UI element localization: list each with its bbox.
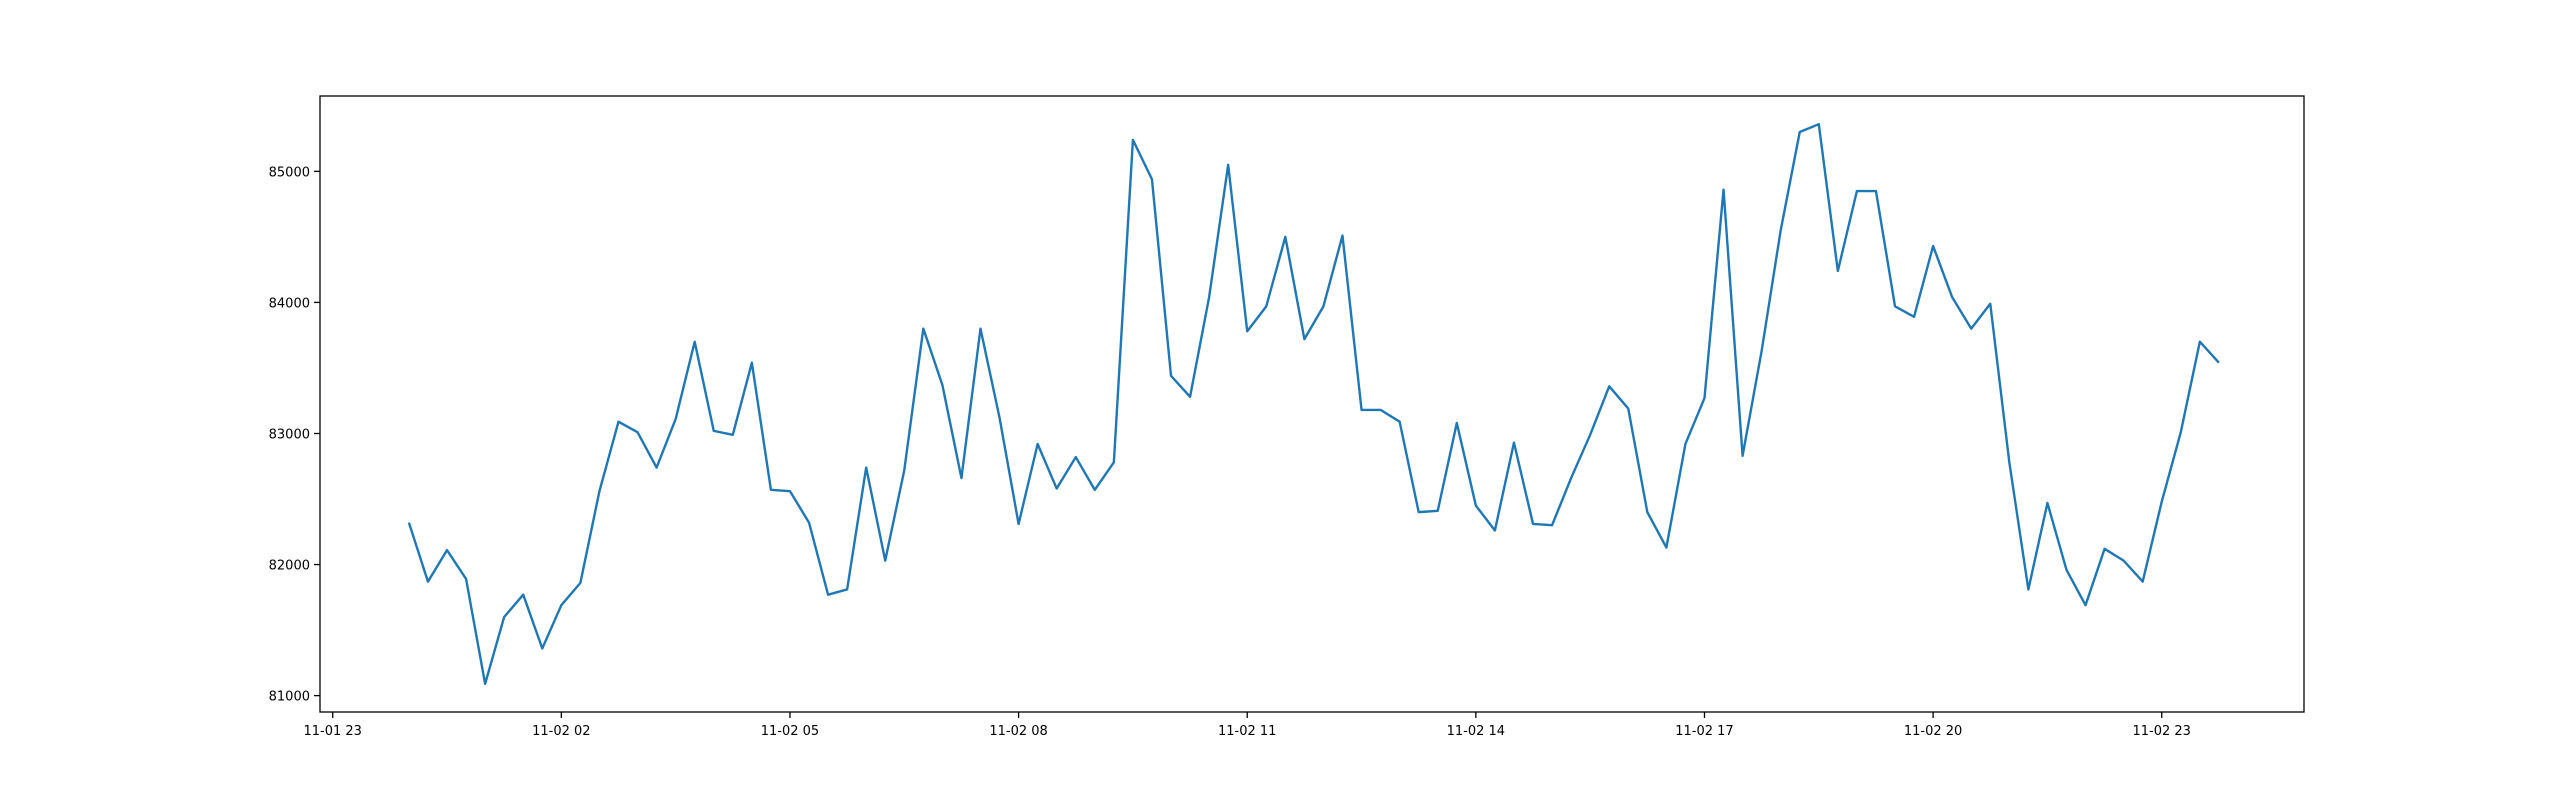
plot-frame [319,95,2305,713]
x-tick-label: 11-02 14 [1447,724,1505,739]
y-tick-label: 83000 [269,427,310,442]
y-tick-label: 84000 [269,296,310,311]
x-tick-label: 11-02 05 [761,724,819,739]
x-tick-label: 11-02 11 [1218,724,1276,739]
y-tick-label: 85000 [269,165,310,180]
x-tick-label: 11-02 08 [989,724,1047,739]
y-tick-label: 81000 [269,690,310,705]
x-tick-label: 11-02 17 [1675,724,1733,739]
y-tick-label: 82000 [269,559,310,574]
x-tick-label: 11-02 02 [532,724,590,739]
x-tick-label: 11-02 23 [2133,724,2191,739]
data-line [407,122,2220,686]
x-tick-label: 11-01 23 [303,724,361,739]
x-tick-label: 11-02 20 [1904,724,1962,739]
